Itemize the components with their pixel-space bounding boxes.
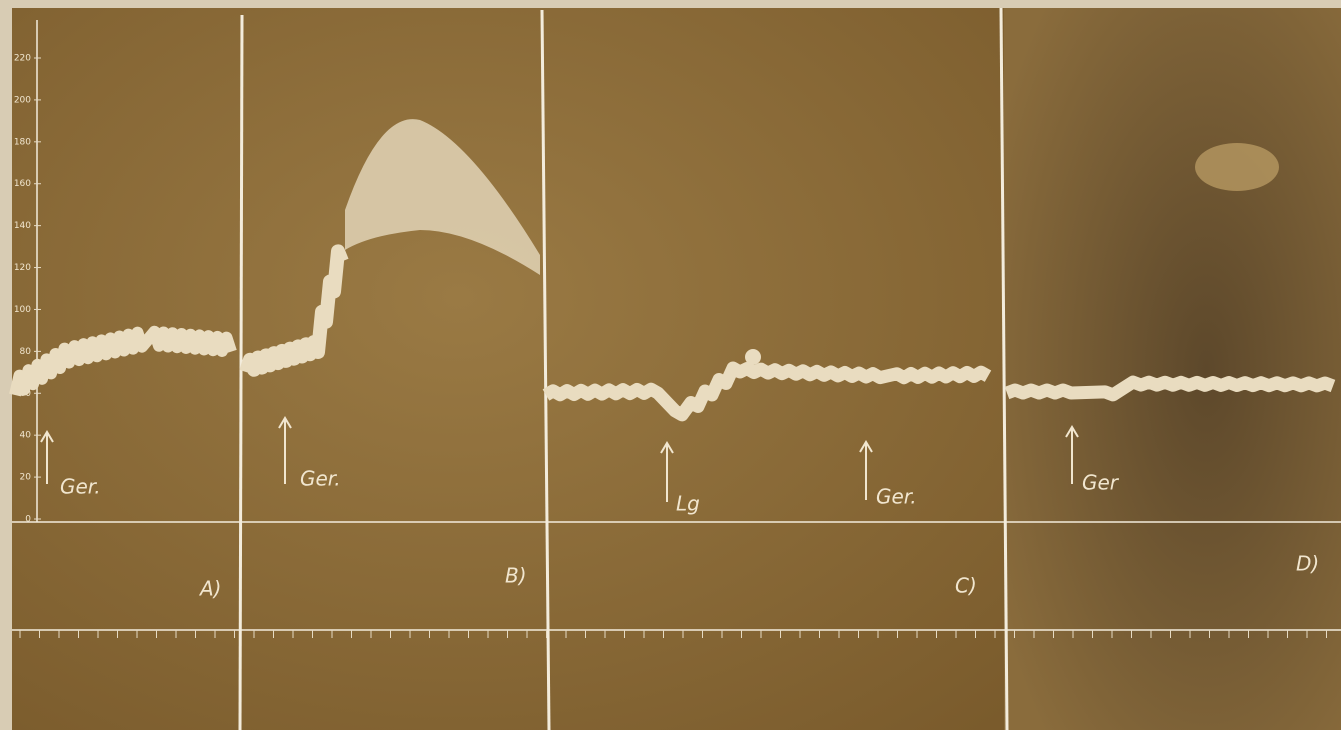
y-tick-label: 100: [14, 305, 31, 315]
panel-d-area: [1004, 8, 1341, 730]
y-tick-label: 40: [20, 431, 32, 441]
y-tick-label: 20: [20, 473, 32, 483]
panel-label: C): [955, 574, 977, 598]
trace-blob: [745, 349, 761, 365]
panel-label: B): [505, 564, 527, 588]
y-tick-label: 180: [14, 137, 31, 147]
y-tick-label: 120: [14, 263, 31, 273]
y-tick-label: 80: [20, 347, 32, 357]
y-tick-label: 0: [25, 515, 31, 525]
y-tick-label: 200: [14, 95, 31, 105]
annotation: Ger.: [60, 475, 101, 499]
annotation: Ger.: [876, 485, 917, 509]
annotation: Ger: [1082, 471, 1120, 495]
y-tick-label: 220: [14, 54, 31, 64]
panel-label: D): [1296, 552, 1319, 576]
stain: [1195, 143, 1279, 191]
annotation: Ger.: [300, 467, 341, 491]
y-tick-label: 160: [14, 179, 31, 189]
y-tick-label: 140: [14, 221, 31, 231]
panel-label: A): [198, 577, 221, 601]
kymograph-photo: 020406080100120140160180200220 Ger. Ger.…: [0, 0, 1341, 730]
annotation: Lg: [676, 492, 700, 516]
